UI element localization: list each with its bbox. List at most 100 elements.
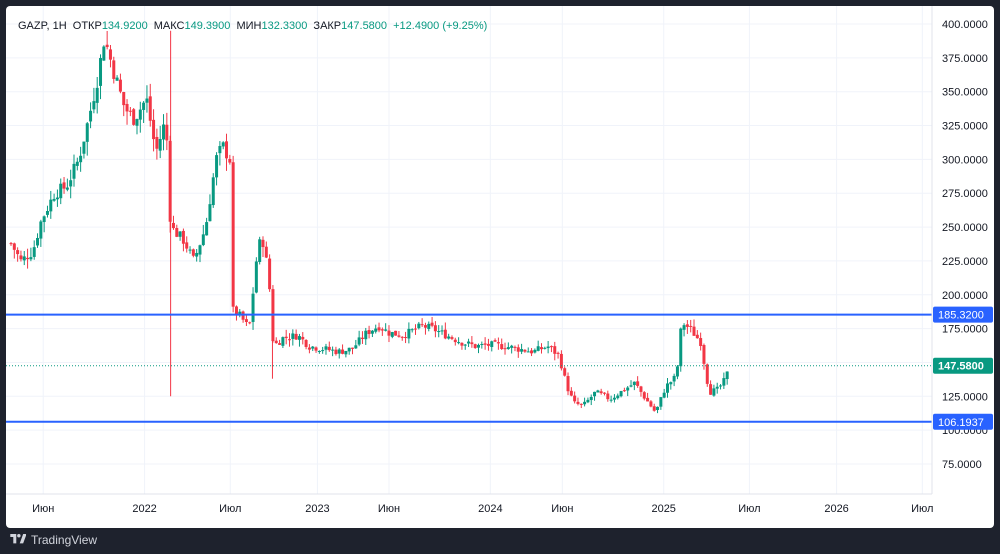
candle-body [334, 349, 338, 355]
candle-body [685, 324, 689, 327]
candle-body [659, 397, 663, 407]
candle-body [59, 183, 63, 199]
candle-body [364, 330, 368, 340]
candle-body [62, 182, 66, 189]
candle-body [297, 336, 301, 340]
candle-body [586, 399, 590, 403]
candle-body [569, 390, 573, 396]
time-tick-label: 2023 [305, 503, 329, 515]
candle-body [715, 386, 719, 389]
candles-layer [9, 30, 729, 414]
candle-body [211, 177, 215, 206]
candle-body [440, 330, 444, 332]
time-axis[interactable]: Июн 2022 Июл 2023 Июн 2024 Июн 2025 Июл 2026 Июл [6, 493, 933, 515]
candle-body [589, 396, 593, 401]
candle-body [675, 366, 679, 377]
candle-body [198, 245, 202, 255]
candle-body [500, 344, 504, 350]
candle-body [132, 109, 136, 125]
chart-frame: 75.0000100.0000125.0000150.0000175.00002… [6, 6, 994, 528]
candle-body [566, 376, 570, 392]
candle-body [9, 243, 13, 245]
candle-body [576, 401, 580, 404]
level-price-tag [933, 413, 993, 430]
brand-name[interactable]: TradingView [31, 533, 98, 547]
candle-body [45, 211, 49, 215]
candle-body [695, 334, 699, 339]
price-tick-label: 300.0000 [942, 154, 988, 166]
candle-body [430, 322, 434, 326]
candle-body [400, 336, 404, 338]
candle-body [331, 349, 335, 351]
candle-body [447, 336, 451, 339]
candle-body [16, 250, 20, 255]
price-tick-label: 375.0000 [942, 53, 988, 65]
candle-body [493, 340, 497, 342]
candle-body [543, 347, 547, 349]
level-price-label: 185.3200 [938, 310, 984, 322]
candle-body [553, 346, 557, 354]
candle-body [397, 335, 401, 337]
symbol-label[interactable]: GAZP, 1Н [18, 20, 67, 32]
candle-body [135, 119, 139, 126]
candle-body [32, 247, 36, 257]
candle-body [602, 392, 606, 394]
candle-body [636, 381, 640, 386]
candle-body [12, 243, 16, 250]
candle-body [606, 393, 610, 400]
time-tick-label: 2025 [651, 503, 675, 515]
candle-body [460, 342, 464, 346]
candle-body [102, 46, 106, 61]
candle-body [291, 333, 295, 339]
candle-body [79, 155, 83, 163]
candle-body [559, 353, 563, 369]
candle-body [225, 141, 229, 159]
candle-body [201, 234, 205, 246]
candle-body [228, 158, 232, 163]
candle-body [72, 163, 76, 179]
candle-body [470, 342, 474, 345]
candle-body [417, 323, 421, 329]
candle-body [679, 328, 683, 367]
time-tick-label: Июл [738, 503, 760, 515]
chart-grid [6, 6, 932, 494]
candle-body [530, 350, 534, 354]
candle-body [125, 103, 129, 112]
candle-body [443, 329, 447, 339]
candle-body [480, 344, 484, 346]
candle-body [536, 346, 540, 351]
candle-body [234, 306, 238, 315]
candle-body [712, 388, 716, 396]
candle-body [387, 330, 391, 336]
candle-body [404, 337, 408, 339]
candle-body [725, 371, 729, 380]
candle-body [629, 385, 633, 387]
ohlc-legend: GAZP, 1Н ОТКР134.9200 МАКС149.3900 МИН13… [18, 20, 490, 32]
candle-body [321, 350, 325, 352]
candle-body [669, 382, 673, 385]
candle-body [29, 257, 33, 260]
candle-body [496, 342, 500, 344]
candle-body [278, 343, 282, 345]
time-tick-label: Июн [551, 503, 573, 515]
tradingview-logo-icon[interactable] [10, 534, 26, 546]
candle-body [533, 349, 537, 353]
open-label: ОТКР [72, 20, 102, 32]
low-label: МИН [236, 20, 262, 32]
candle-body [175, 228, 179, 237]
candle-body [181, 230, 185, 244]
time-tick-label: Июл [219, 503, 241, 515]
candle-body [261, 239, 265, 248]
candle-body [22, 256, 26, 261]
candle-body [420, 324, 424, 326]
candle-body [423, 325, 427, 328]
candle-body [42, 216, 46, 223]
candlestick-chart[interactable]: 75.0000100.0000125.0000150.0000175.00002… [6, 6, 994, 528]
candle-body [317, 350, 321, 352]
candle-body [506, 347, 510, 350]
candle-body [539, 347, 543, 350]
high-label: МАКС [153, 20, 185, 32]
candle-body [433, 325, 437, 332]
candle-body [39, 221, 43, 239]
candle-body [115, 77, 119, 81]
